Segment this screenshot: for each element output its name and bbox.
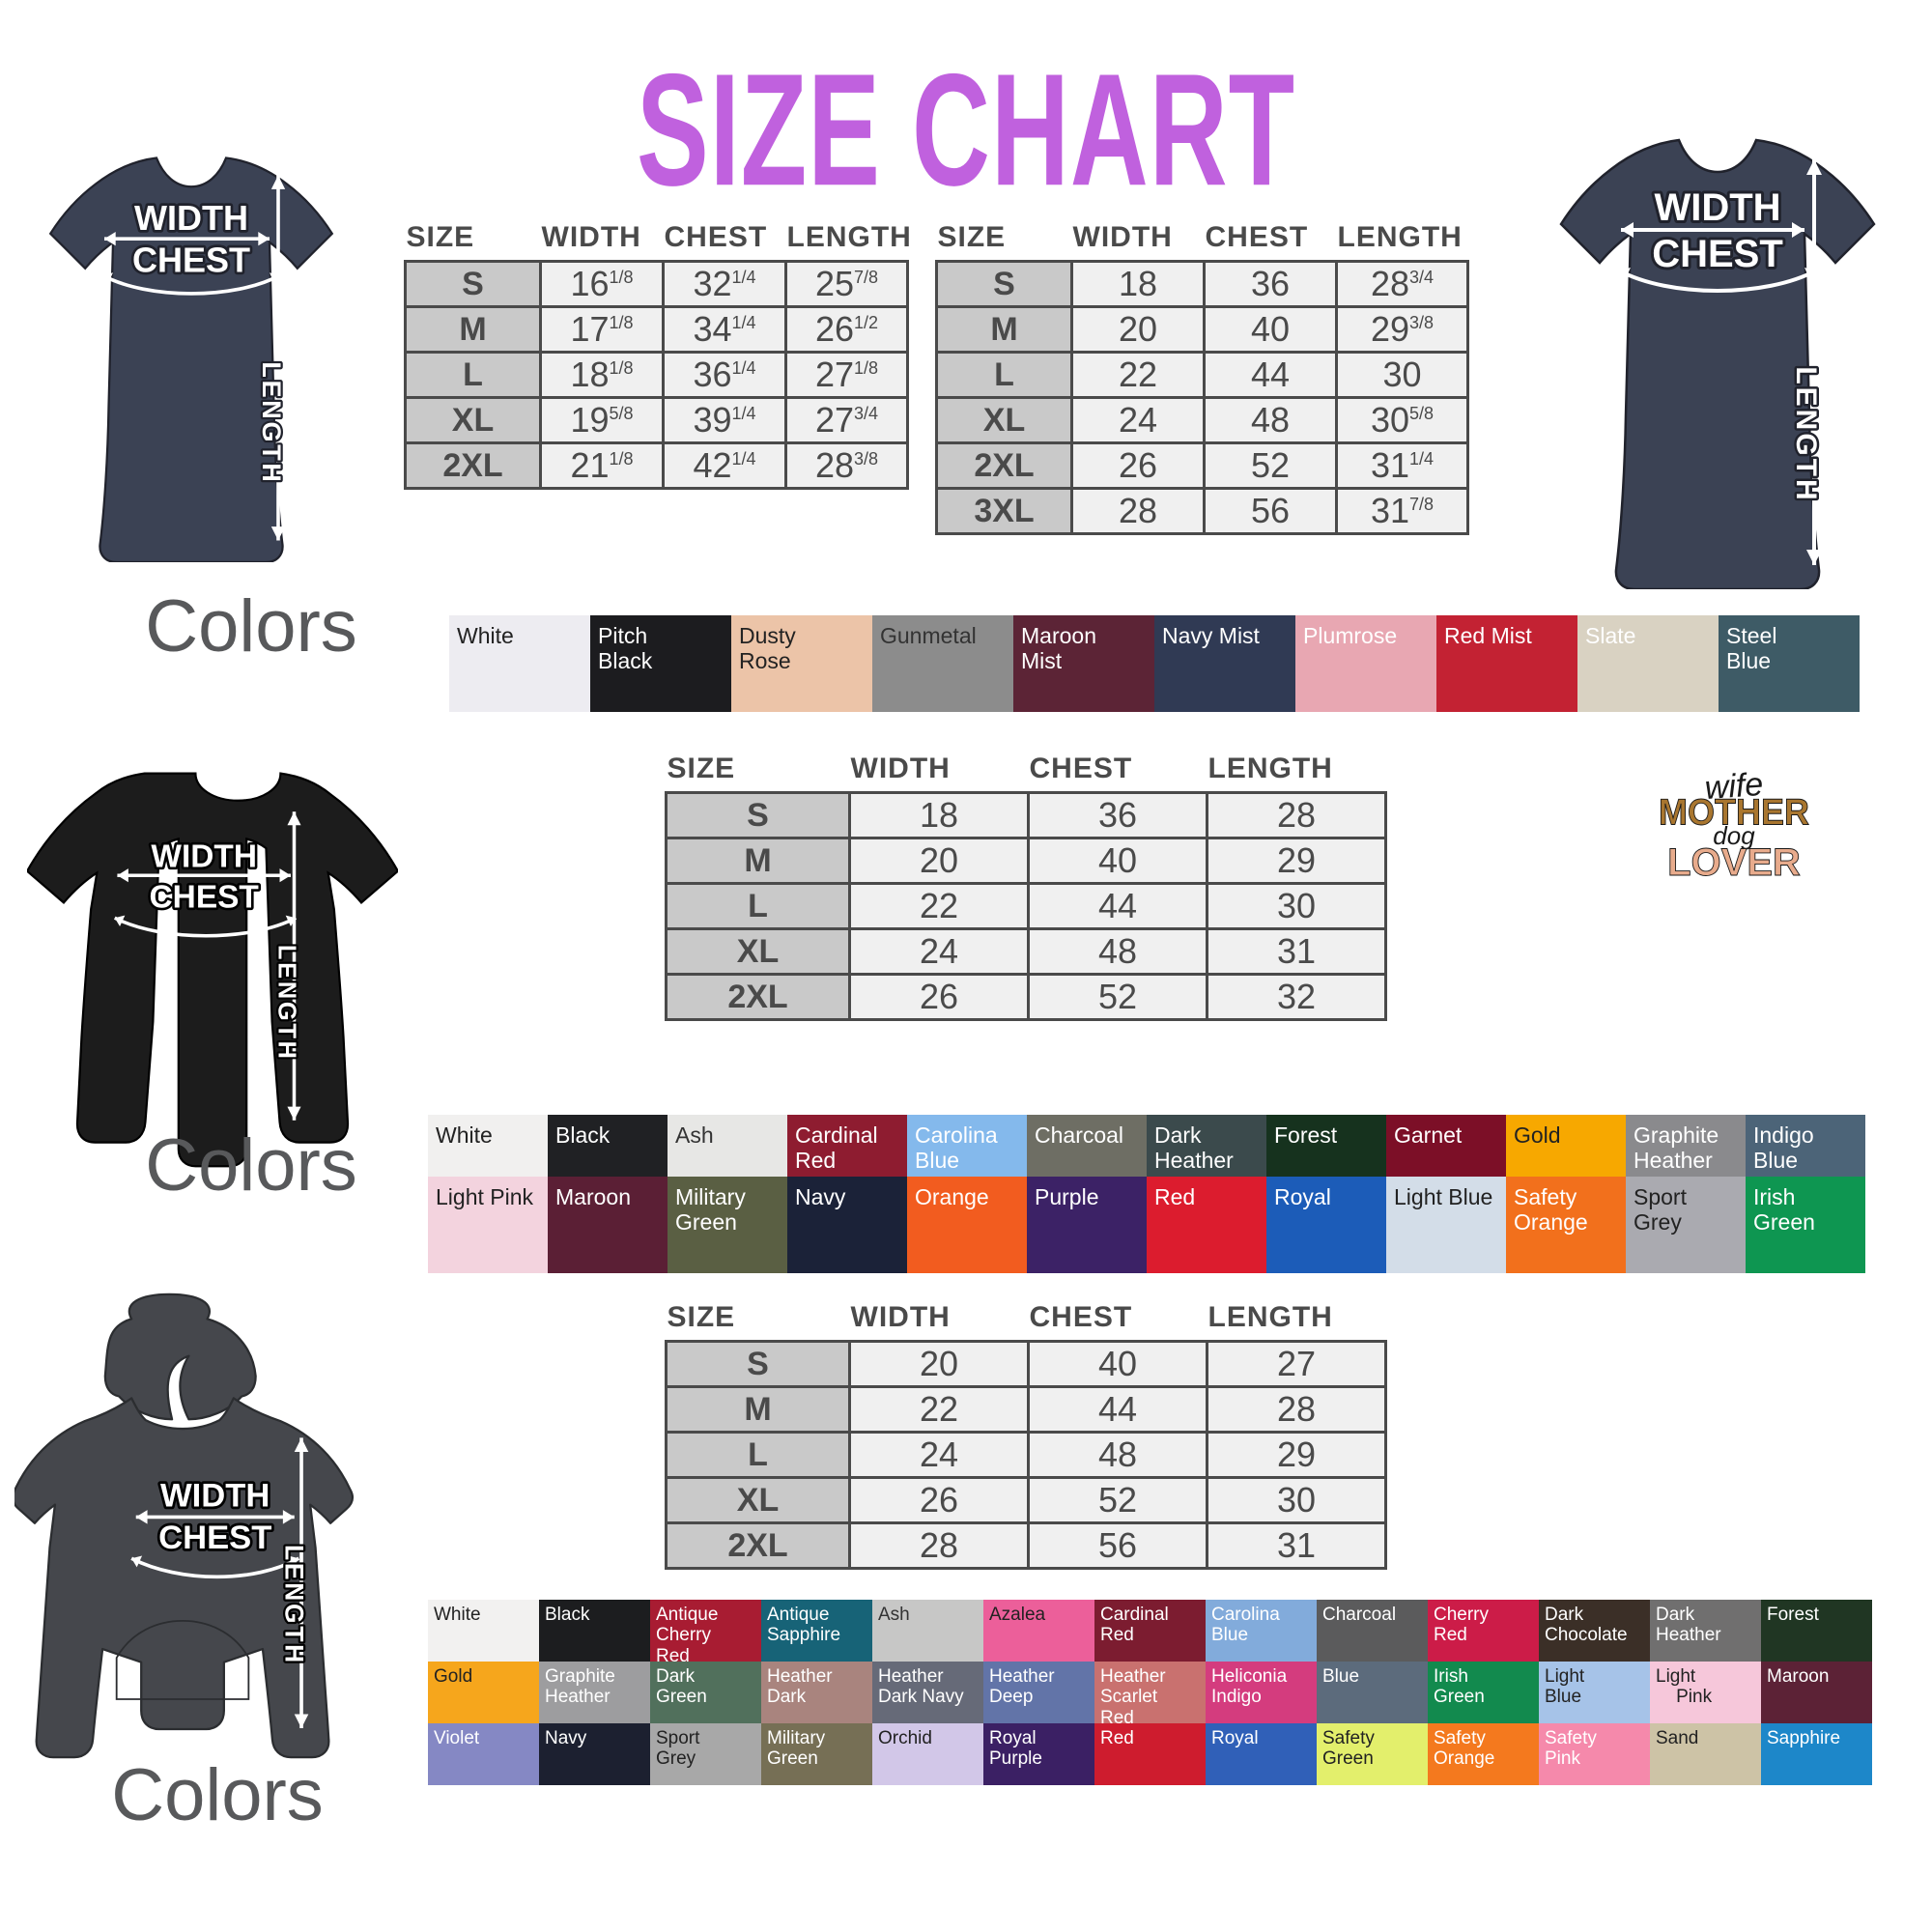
svg-text:LENGTH: LENGTH xyxy=(1790,366,1822,502)
svg-text:WIDTH: WIDTH xyxy=(160,1477,270,1514)
svg-text:LENGTH: LENGTH xyxy=(273,945,300,1062)
svg-text:CHEST: CHEST xyxy=(158,1520,271,1556)
svg-text:CHEST: CHEST xyxy=(132,240,250,279)
svg-text:LENGTH: LENGTH xyxy=(280,1545,309,1665)
svg-text:WIDTH: WIDTH xyxy=(134,198,248,238)
svg-text:CHEST: CHEST xyxy=(1652,233,1783,275)
svg-text:WIDTH: WIDTH xyxy=(1654,186,1780,229)
svg-text:CHEST: CHEST xyxy=(150,880,260,916)
svg-text:LENGTH: LENGTH xyxy=(257,361,286,484)
svg-text:WIDTH: WIDTH xyxy=(151,838,257,874)
